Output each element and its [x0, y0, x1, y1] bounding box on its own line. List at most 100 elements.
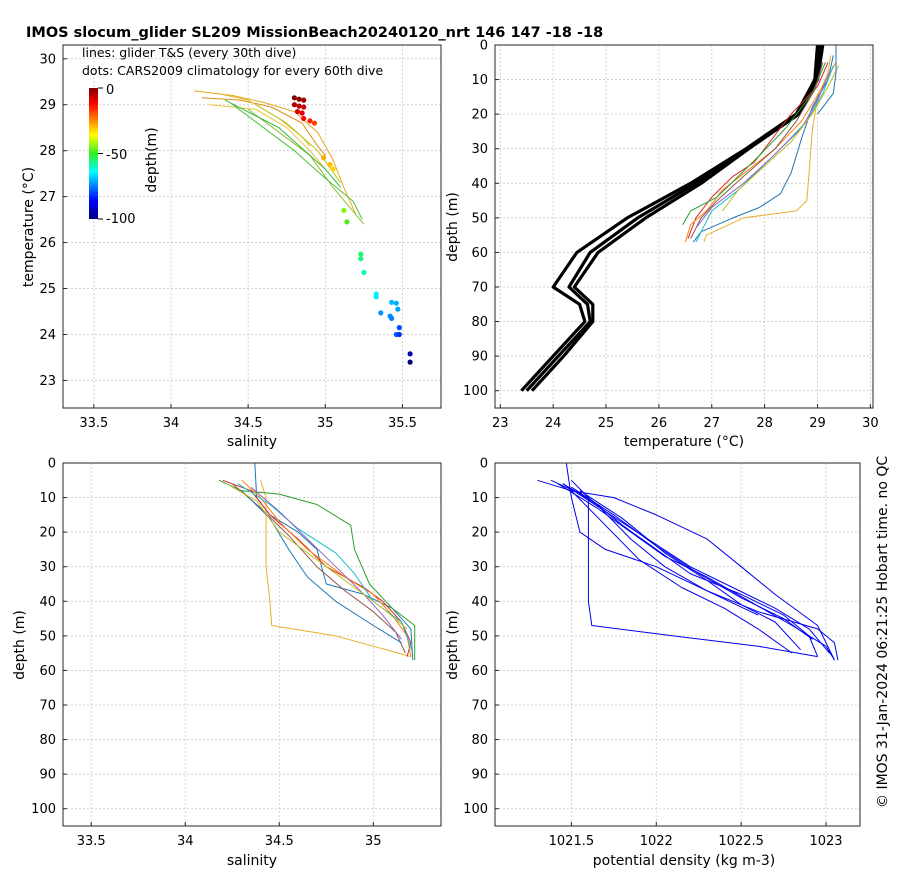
ts-climatology-dot-23: [395, 306, 401, 312]
sal-lines: [218, 462, 416, 661]
dens-ytick-3: 30: [471, 560, 488, 575]
dens-series-line-6: [571, 486, 813, 640]
dens-ytick-6: 60: [471, 664, 488, 679]
dens-ytick-2: 20: [471, 526, 488, 541]
ts-ytick-1: 24: [39, 328, 56, 343]
ts-ytick-5: 28: [39, 144, 56, 159]
sal-ticks: 33.5 34 34.5 35 0 10 20 30 40 50 60 70 80 90 100: [31, 457, 381, 850]
temp-xtick-6: 29: [809, 416, 826, 431]
ts-series-line-5: [232, 104, 363, 220]
ts-xtick-2: 34.5: [234, 416, 263, 431]
temp-xtick-3: 26: [651, 416, 668, 431]
sal-ytick-4: 40: [39, 595, 56, 610]
temp-ytick-2: 20: [471, 108, 488, 123]
temp-ytick-5: 50: [471, 211, 488, 226]
temp-xtick-7: 30: [862, 416, 879, 431]
ts-xtick-3: 35: [317, 416, 334, 431]
ts-series-line-1: [201, 97, 326, 156]
dens-axes-frame: [494, 462, 861, 827]
ts-series-line-0: [194, 90, 357, 216]
dens-series-line-9: [562, 483, 759, 616]
ts-climatology-dot-8: [301, 115, 307, 122]
ts-annotation-lines: lines: glider T&S (every 30th dive): [82, 45, 296, 60]
ts-climatology-dot-17: [358, 256, 364, 262]
colorbar-tick-0: 0: [106, 83, 114, 98]
sal-series-line-3: [222, 479, 412, 657]
temp-axes-frame: [494, 44, 874, 409]
ts-climatology-dot-2: [301, 97, 307, 103]
temp-series-line-9: [690, 62, 824, 239]
dens-ytick-4: 40: [471, 595, 488, 610]
ts-ylabel: temperature (°C): [21, 167, 37, 287]
ts-ytick-0: 23: [39, 374, 56, 389]
ts-panel: 33.5 34 34.5 35 35.5 23 24 25 26 27 28 29 30 salinit…: [21, 44, 442, 450]
temp-depth-panel: 23 24 25 26 27 28 29 30 0 10 20 30 40 50 60 70 80 90 100 t…: [445, 39, 879, 451]
ts-axes-frame: [62, 44, 442, 409]
temp-grid: [495, 44, 873, 408]
ts-climatology-dot-30: [407, 351, 413, 357]
ts-climatology-dot-13: [330, 166, 336, 172]
temp-series-line-10: [695, 69, 832, 229]
temp-series-line-5: [687, 62, 829, 239]
temp-series-line-7: [682, 62, 826, 226]
sal-xtick-1: 34: [177, 834, 194, 849]
dens-xtick-1: 1022: [640, 834, 673, 849]
temp-xtick-2: 25: [598, 416, 615, 431]
sal-ytick-6: 60: [39, 664, 56, 679]
ts-climatology-dot-6: [294, 109, 301, 115]
temp-xtick-1: 24: [545, 416, 562, 431]
ts-climatology-dot-14: [341, 207, 347, 213]
dens-lines: [537, 462, 839, 661]
ts-ytick-4: 27: [39, 190, 56, 205]
ts-grid: [63, 45, 441, 408]
dens-ytick-0: 0: [480, 457, 488, 472]
temp-series-line-6: [684, 62, 837, 243]
sal-ytick-1: 10: [39, 491, 56, 506]
sal-xlabel: salinity: [227, 853, 277, 869]
sal-ytick-8: 80: [39, 733, 56, 748]
temp-ytick-8: 80: [471, 315, 488, 330]
dens-series-line-0: [565, 462, 839, 661]
dens-depth-panel: 1021.5 1022 1022.5 1023 0 10 20 30 40 50 60 70 80 90 1…: [445, 457, 861, 869]
dens-ytick-8: 80: [471, 733, 488, 748]
ts-climatology-dot-16: [358, 251, 364, 257]
ts-climatology-dot-10: [311, 120, 318, 126]
sal-ytick-7: 70: [39, 699, 56, 714]
ts-series-line-2: [209, 104, 326, 170]
dens-ytick-10: 100: [463, 802, 488, 817]
sal-ytick-0: 0: [48, 457, 56, 472]
side-note: © IMOS 31-Jan-2024 06:21:25 Hobart time.…: [875, 456, 891, 808]
ts-climatology-dot-9: [307, 118, 313, 124]
temp-ytick-10: 100: [463, 384, 488, 399]
temp-ytick-4: 40: [471, 177, 488, 192]
ts-climatology-dot-15: [344, 219, 350, 225]
ts-colorbar: 0 -50 -100 depth(m): [89, 83, 160, 227]
sal-series-line-5: [237, 483, 414, 654]
ts-ytick-2: 25: [39, 282, 56, 297]
colorbar-gradient: [89, 88, 98, 219]
ts-climatology-dot-27: [396, 325, 402, 331]
ts-series-line-4: [247, 108, 365, 225]
ts-series-line-6: [224, 99, 342, 188]
dens-series-line-5: [562, 483, 830, 654]
dens-ytick-7: 70: [471, 699, 488, 714]
dens-ytick-9: 90: [471, 768, 488, 783]
ts-climatology-dot-29: [396, 331, 402, 338]
temp-ytick-6: 60: [471, 246, 488, 261]
sal-ytick-10: 100: [31, 802, 56, 817]
colorbar-tick-1: -50: [106, 148, 127, 163]
ts-climatology-dot-1: [296, 96, 302, 102]
ts-xtick-1: 34: [163, 416, 180, 431]
sal-series-line-1: [260, 480, 412, 658]
sal-grid: [63, 462, 441, 826]
ts-climatology-dot-12: [327, 161, 333, 168]
colorbar-tick-2: -100: [106, 212, 136, 227]
ts-xtick-0: 33.5: [79, 416, 108, 431]
dens-ticks: 1021.5 1022 1022.5 1023 0 10 20 30 40 50 60 70 80 90 1…: [463, 457, 842, 850]
temp-series-line-0: [520, 44, 820, 392]
sal-ytick-5: 50: [39, 629, 56, 644]
dens-series-line-2: [537, 479, 835, 661]
sal-series-line-4: [241, 479, 412, 657]
sal-xtick-2: 34.5: [265, 834, 294, 849]
dens-ytick-5: 50: [471, 629, 488, 644]
